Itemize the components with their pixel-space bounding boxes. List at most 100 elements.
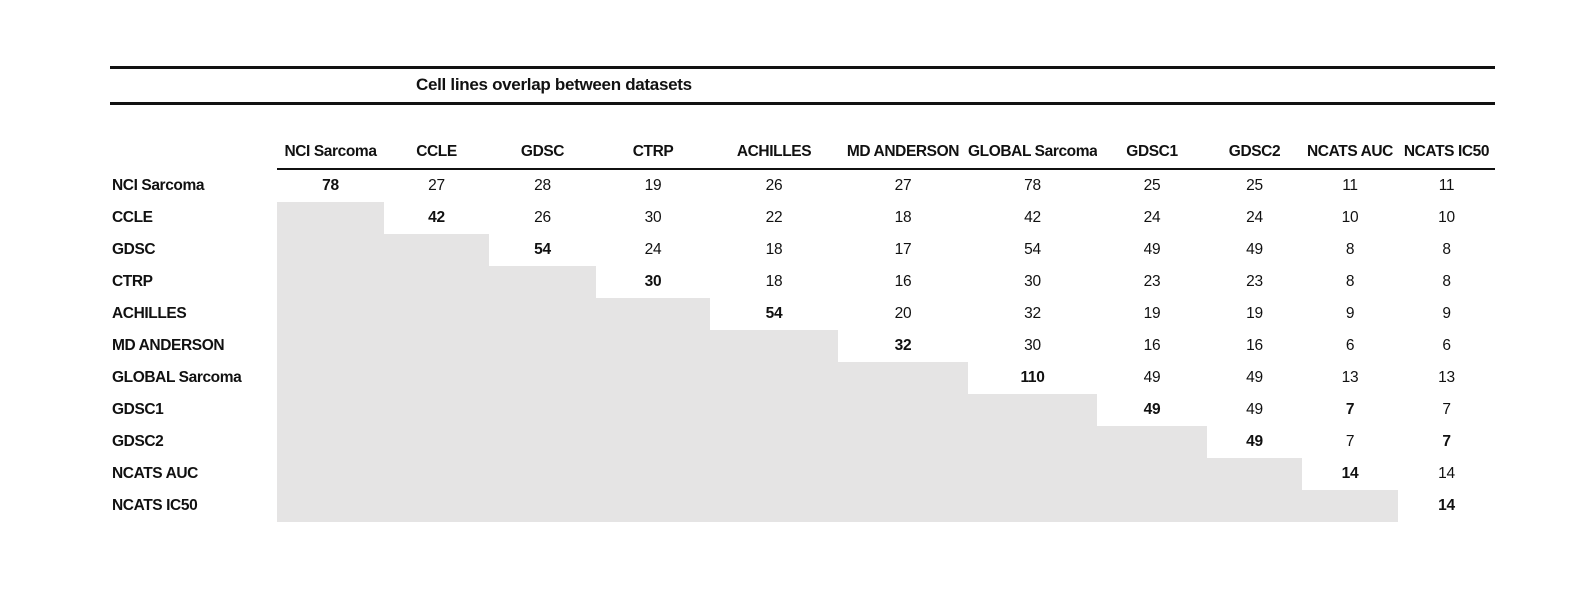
- shaded-cell: [838, 458, 968, 490]
- shaded-cell: [277, 458, 384, 490]
- overlap-cell-gdsc-x-global-sarcoma: 54: [1024, 241, 1041, 258]
- row-label-gdsc2: GDSC2: [112, 433, 164, 450]
- table-row-ctrp: CTRP 30 18 16 30 23 23 8 8: [110, 266, 1495, 298]
- shaded-cell: [1207, 490, 1302, 522]
- overlap-cell-achilles-x-gdsc2: 19: [1246, 305, 1263, 322]
- paper-table: Cell lines overlap between datasets NCI …: [110, 66, 1495, 522]
- shaded-cell: [384, 330, 489, 362]
- overlap-cell-nci-sarcoma-x-global-sarcoma: 78: [1024, 177, 1041, 194]
- shaded-cell: [838, 490, 968, 522]
- shaded-cell: [710, 426, 838, 458]
- column-header-gdsc: GDSC: [489, 107, 596, 170]
- overlap-cell-ncats-ic50-x-ncats-ic50: 14: [1438, 497, 1455, 514]
- overlap-cell-gdsc-x-gdsc1: 49: [1143, 241, 1161, 258]
- overlap-cell-achilles-x-achilles: 54: [765, 305, 783, 322]
- shaded-cell: [277, 490, 384, 522]
- overlap-cell-md-anderson-x-gdsc2: 16: [1246, 337, 1263, 354]
- corner-cell: [110, 107, 277, 169]
- overlap-cell-nci-sarcoma-x-nci-sarcoma: 78: [322, 177, 339, 194]
- shaded-cell: [489, 330, 596, 362]
- shaded-cell: [277, 202, 384, 234]
- table-row-gdsc: GDSC 54 24 18 17 54 49 49 8 8: [110, 234, 1495, 266]
- table-row-gdsc1: GDSC1 49 49 7 7: [110, 394, 1495, 426]
- table-title: Cell lines overlap between datasets: [416, 75, 692, 94]
- row-label-gdsc1: GDSC1: [112, 401, 164, 418]
- overlap-cell-nci-sarcoma-x-achilles: 26: [765, 177, 783, 194]
- overlap-cell-ctrp-x-ncats-ic50: 8: [1442, 273, 1451, 290]
- table-row-ncats-ic50: NCATS IC50 14: [110, 490, 1495, 522]
- overlap-cell-md-anderson-x-ncats-ic50: 6: [1442, 337, 1451, 354]
- overlap-cell-ccle-x-ctrp: 30: [644, 209, 662, 226]
- shaded-cell: [384, 426, 489, 458]
- overlap-cell-gdsc-x-achilles: 18: [765, 241, 783, 258]
- overlap-cell-nci-sarcoma-x-md-anderson: 27: [894, 177, 912, 194]
- overlap-cell-nci-sarcoma-x-ncats-auc: 11: [1342, 177, 1358, 194]
- shaded-cell: [384, 298, 489, 330]
- overlap-cell-ccle-x-ncats-auc: 10: [1341, 209, 1359, 226]
- shaded-cell: [384, 362, 489, 394]
- table-row-ccle: CCLE 42 26 30 22 18 42 24 24 10 10: [110, 202, 1495, 234]
- row-label-gdsc: GDSC: [112, 241, 156, 258]
- overlap-cell-ctrp-x-ctrp: 30: [644, 273, 662, 290]
- overlap-cell-ccle-x-gdsc1: 24: [1143, 209, 1161, 226]
- overlap-cell-achilles-x-md-anderson: 20: [894, 305, 912, 322]
- overlap-cell-ccle-x-gdsc2: 24: [1246, 209, 1263, 226]
- shaded-cell: [596, 426, 710, 458]
- shaded-cell: [277, 426, 384, 458]
- row-label-ncats-ic50: NCATS IC50: [112, 497, 198, 514]
- column-header-ncats-ic50: NCATS IC50: [1398, 107, 1495, 170]
- shaded-cell: [277, 362, 384, 394]
- shaded-cell: [489, 298, 596, 330]
- shaded-cell: [1097, 426, 1207, 458]
- overlap-cell-ctrp-x-global-sarcoma: 30: [1024, 273, 1041, 290]
- shaded-cell: [838, 362, 968, 394]
- table-body: NCI Sarcoma 78 27 28 19 26 27 78 25 25 11 11 CCLE 42 2…: [110, 169, 1495, 522]
- shaded-cell: [489, 458, 596, 490]
- overlap-cell-ccle-x-md-anderson: 18: [894, 209, 912, 226]
- overlap-cell-nci-sarcoma-x-gdsc1: 25: [1143, 177, 1161, 194]
- shaded-cell: [596, 330, 710, 362]
- shaded-cell: [489, 266, 596, 298]
- shaded-cell: [384, 458, 489, 490]
- overlap-cell-nci-sarcoma-x-gdsc2: 25: [1246, 177, 1263, 194]
- shaded-cell: [596, 362, 710, 394]
- header-row: NCI Sarcoma CCLE GDSC CTRP ACHILLES MD ANDERS…: [110, 107, 1495, 170]
- shaded-cell: [596, 394, 710, 426]
- shaded-cell: [489, 490, 596, 522]
- shaded-cell: [838, 394, 968, 426]
- overlap-cell-ctrp-x-achilles: 18: [765, 273, 783, 290]
- row-label-global-sarcoma: GLOBAL Sarcoma: [112, 369, 242, 386]
- row-label-ncats-auc: NCATS AUC: [112, 465, 198, 482]
- overlap-cell-gdsc-x-ctrp: 24: [644, 241, 662, 258]
- overlap-cell-ccle-x-gdsc: 26: [534, 209, 551, 226]
- table-title-band: Cell lines overlap between datasets: [110, 66, 1495, 105]
- overlap-cell-nci-sarcoma-x-gdsc: 28: [534, 177, 551, 194]
- overlap-cell-nci-sarcoma-x-ccle: 27: [428, 177, 445, 194]
- column-header-global-sarcoma: GLOBAL Sarcoma: [968, 107, 1097, 170]
- shaded-cell: [710, 394, 838, 426]
- overlap-cell-global-sarcoma-x-global-sarcoma: 110: [1020, 369, 1045, 386]
- shaded-cell: [1097, 490, 1207, 522]
- shaded-cell: [838, 426, 968, 458]
- overlap-cell-nci-sarcoma-x-ncats-ic50: 11: [1438, 177, 1455, 194]
- overlap-cell-global-sarcoma-x-gdsc1: 49: [1143, 369, 1161, 386]
- shaded-cell: [596, 490, 710, 522]
- shaded-cell: [710, 330, 838, 362]
- shaded-cell: [596, 458, 710, 490]
- shaded-cell: [277, 234, 384, 266]
- table-row-gdsc2: GDSC2 49 7 7: [110, 426, 1495, 458]
- row-label-nci-sarcoma: NCI Sarcoma: [112, 176, 205, 194]
- overlap-cell-gdsc-x-gdsc2: 49: [1246, 241, 1263, 258]
- column-header-gdsc1: GDSC1: [1097, 107, 1207, 170]
- overlap-cell-achilles-x-global-sarcoma: 32: [1024, 305, 1041, 322]
- column-header-ncats-auc: NCATS AUC: [1302, 107, 1398, 170]
- shaded-cell: [1097, 458, 1207, 490]
- shaded-cell: [489, 426, 596, 458]
- shaded-cell: [489, 362, 596, 394]
- overlap-cell-ccle-x-global-sarcoma: 42: [1024, 209, 1041, 226]
- overlap-cell-nci-sarcoma-x-ctrp: 19: [644, 177, 662, 194]
- overlap-cell-gdsc1-x-ncats-ic50: 7: [1442, 401, 1451, 418]
- overlap-cell-global-sarcoma-x-ncats-ic50: 13: [1438, 369, 1455, 386]
- shaded-cell: [710, 458, 838, 490]
- overlap-cell-gdsc-x-gdsc: 54: [534, 241, 551, 258]
